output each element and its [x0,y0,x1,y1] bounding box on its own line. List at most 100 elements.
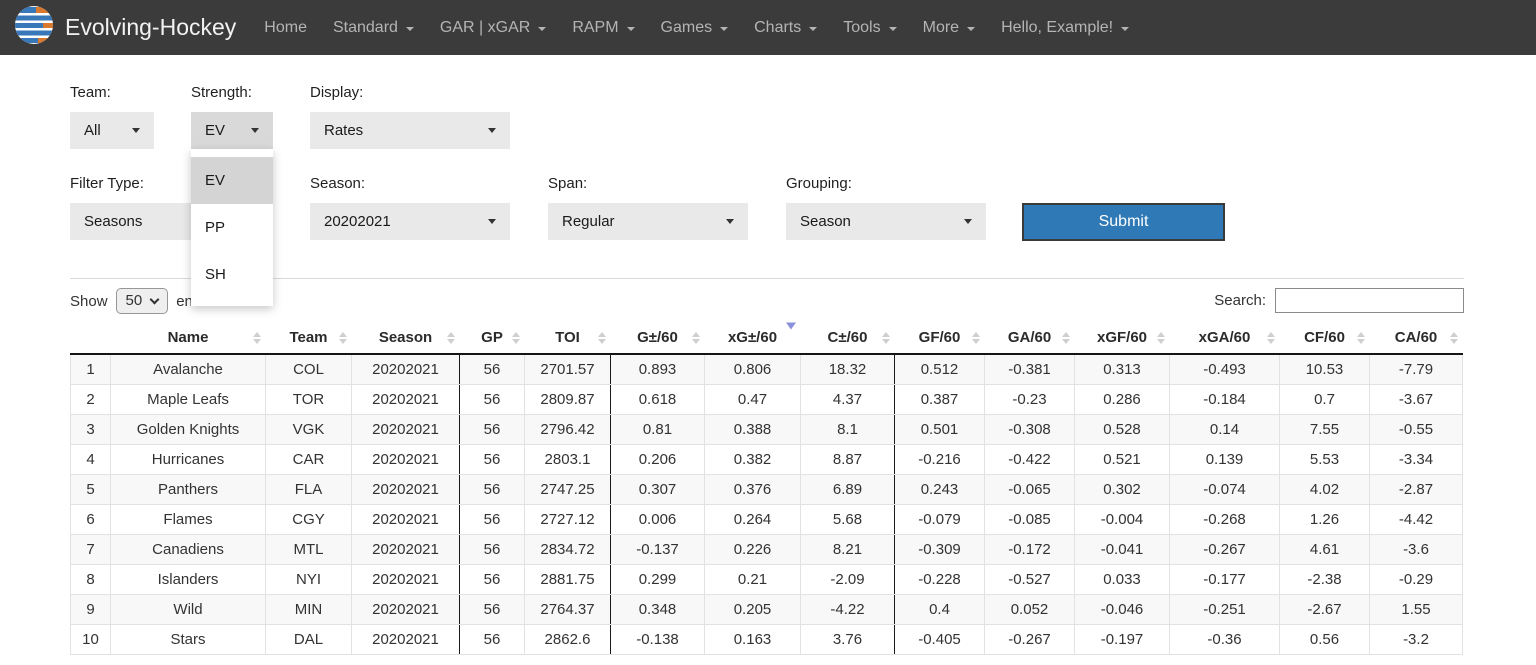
search-input[interactable] [1275,288,1464,313]
sort-both-icon [971,331,980,344]
table-row: 10 Stars DAL 20202021 56 2862.6 -0.138 0.163 3.7… [70,624,1463,655]
column-header-gf-60[interactable]: GF/60 [894,322,985,355]
sort-both-icon [881,331,890,344]
row-index-cell: 8 [70,564,111,595]
cell-g-60: 0.307 [610,474,705,505]
column-header-cf-60[interactable]: CF/60 [1279,322,1370,355]
nav-item-label: GAR | xGAR [439,18,531,36]
column-header-xg-60[interactable]: xG±/60 [704,322,801,355]
nav-item-rapm[interactable]: RAPM [559,19,647,37]
search-label: Search: [1214,292,1266,309]
column-header-name[interactable]: Name [110,322,266,355]
submit-button[interactable]: Submit [1022,203,1225,241]
cell-toi: 2701.57 [524,354,611,385]
cell-ca-60: -3.67 [1369,384,1463,415]
nav-item-tools[interactable]: Tools [830,19,909,37]
table-row: 6 Flames CGY 20202021 56 2727.12 0.006 0.264 5.6… [70,504,1463,535]
column-header-team[interactable]: Team [265,322,352,355]
chevron-down-icon [1121,27,1130,31]
column-header-xgf-60[interactable]: xGF/60 [1074,322,1170,355]
column-header-label: Team [289,329,328,346]
column-header-label: Name [167,329,209,346]
strength-option-sh[interactable]: SH [205,266,226,283]
nav-item-home[interactable]: Home [251,19,320,37]
cell-gf-60: 0.4 [894,594,985,625]
cell-ca-60: -7.79 [1369,354,1463,385]
cell-xgf-60: 0.528 [1074,414,1170,445]
cell-ca-60: -3.2 [1369,624,1463,655]
cell-xga-60: 0.139 [1169,444,1280,475]
display-label: Display: [310,84,364,101]
strength-select[interactable]: EV [191,112,273,149]
cell-xgf-60: 0.521 [1074,444,1170,475]
season-select[interactable]: 20202021 [310,203,510,240]
cell-ga-60: -0.065 [984,474,1075,505]
cell-cf-60: 10.53 [1279,354,1370,385]
cell-name: Stars [110,624,266,655]
cell-season: 20202021 [351,474,460,505]
nav-item-hello-example[interactable]: Hello, Example! [988,19,1142,37]
chevron-down-icon [488,219,496,224]
display-select[interactable]: Rates [310,112,510,149]
main-content: Team: All Strength: EV Display: Rates Fi… [0,55,1536,665]
cell-xgf-60: -0.197 [1074,624,1170,655]
cell-xg-60: 0.376 [704,474,801,505]
strength-option-pp[interactable]: PP [205,219,226,236]
page-length-select[interactable]: 50 [115,288,169,314]
cell-xgf-60: -0.041 [1074,534,1170,565]
cell-gp: 56 [459,384,525,415]
column-header-season[interactable]: Season [351,322,460,355]
brand[interactable]: Evolving-Hockey [15,6,236,49]
cell-g-60: -0.138 [610,624,705,655]
nav-item-standard[interactable]: Standard [320,19,427,37]
nav-item-label: Tools [843,18,881,36]
column-header-c-60[interactable]: C±/60 [800,322,895,355]
column-header-xga-60[interactable]: xGA/60 [1169,322,1280,355]
cell-gp: 56 [459,534,525,565]
cell-cf-60: 0.7 [1279,384,1370,415]
cell-name: Hurricanes [110,444,266,475]
sort-both-icon [446,331,455,344]
column-header-ca-60[interactable]: CA/60 [1369,322,1463,355]
row-index-cell: 6 [70,504,111,535]
cell-team: MIN [265,594,352,625]
nav-item-gar-xgar[interactable]: GAR | xGAR [427,19,559,37]
cell-team: CGY [265,504,352,535]
grouping-select[interactable]: Season [786,203,986,240]
strength-option-ev[interactable]: EV [191,157,273,204]
cell-xgf-60: 0.302 [1074,474,1170,505]
span-label: Span: [548,175,588,192]
nav-item-label: RAPM [572,18,619,36]
span-select[interactable]: Regular [548,203,748,240]
row-index-cell: 2 [70,384,111,415]
span-field: Span: Regular [548,175,748,240]
cell-season: 20202021 [351,624,460,655]
column-header-ga-60[interactable]: GA/60 [984,322,1075,355]
chevron-down-icon [720,27,729,31]
chevron-down-icon [888,27,897,31]
row-index-cell: 4 [70,444,111,475]
cell-ga-60: -0.422 [984,444,1075,475]
team-select[interactable]: All [70,112,154,149]
column-header-label: C±/60 [827,329,868,346]
cell-xg-60: 0.388 [704,414,801,445]
cell-ca-60: -0.29 [1369,564,1463,595]
cell-c-60: -2.09 [800,564,895,595]
cell-toi: 2881.75 [524,564,611,595]
cell-toi: 2862.6 [524,624,611,655]
cell-team: DAL [265,624,352,655]
nav-item-more[interactable]: More [910,19,988,37]
column-header-g-60[interactable]: G±/60 [610,322,705,355]
cell-team: VGK [265,414,352,445]
column-header-label: CF/60 [1304,329,1345,346]
column-header-gp[interactable]: GP [459,322,525,355]
season-label: Season: [310,175,366,192]
column-header-toi[interactable]: TOI [524,322,611,355]
chevron-down-icon [809,27,818,31]
cell-season: 20202021 [351,444,460,475]
cell-xg-60: 0.264 [704,504,801,535]
cell-gf-60: 0.243 [894,474,985,505]
nav-item-charts[interactable]: Charts [741,19,830,37]
nav-item-games[interactable]: Games [648,19,742,37]
cell-cf-60: 4.02 [1279,474,1370,505]
